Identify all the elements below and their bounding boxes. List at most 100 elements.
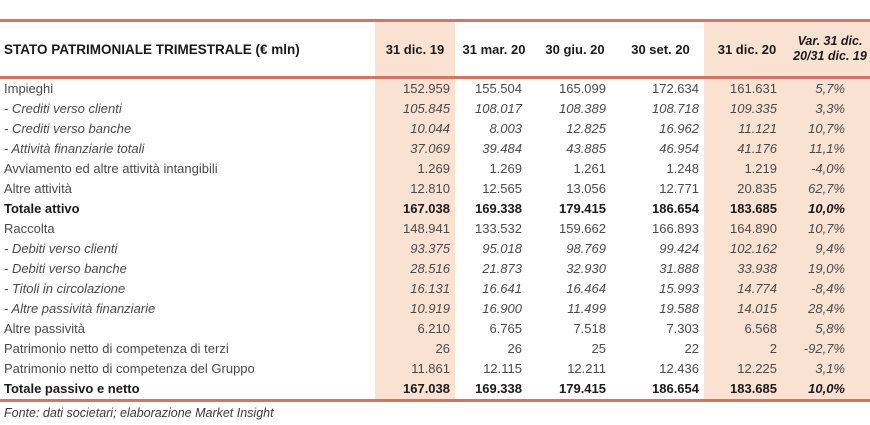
value-cell: 159.662 [559, 221, 606, 236]
value-cell: 11.499 [567, 301, 606, 316]
row-label: Avviamento ed altre attività intangibili [4, 161, 218, 176]
value-cell: 99.424 [659, 241, 699, 256]
table-body: Impieghi 152.959 155.504 165.099 172.634 161.… [0, 77, 870, 402]
value-cell: 6.765 [489, 321, 522, 336]
value-cell: 10.919 [375, 299, 455, 319]
row-label: - Attività finanziarie totali [4, 141, 145, 156]
value-cell: 1.248 [666, 161, 699, 176]
value-cell: 12.825 [566, 121, 606, 136]
value-cell: 7.303 [666, 321, 699, 336]
value-cell: 10,7% [790, 219, 870, 239]
table-row: Totale passivo e netto 167.038 169.338 179.… [0, 379, 870, 402]
value-cell: 8.003 [489, 121, 522, 136]
value-cell: 1.269 [489, 161, 522, 176]
row-label: Patrimonio netto di competenza del Grupp… [4, 361, 255, 376]
value-cell: 179.415 [533, 379, 617, 402]
value-cell: 102.162 [704, 239, 790, 259]
value-cell: 169.338 [475, 201, 522, 216]
value-cell: 12.771 [659, 181, 699, 196]
value-cell: 183.685 [704, 199, 790, 219]
value-cell: 169.338 [455, 379, 533, 402]
col-header-31-dic-19: 31 dic. 19 [375, 20, 455, 78]
value-cell: 46.954 [659, 141, 699, 156]
value-cell: 26 [507, 341, 522, 356]
value-cell: 1.261 [573, 161, 606, 176]
value-cell: 109.335 [704, 99, 790, 119]
row-label: - Debiti verso clienti [4, 241, 118, 256]
value-cell: 155.504 [475, 81, 522, 96]
value-cell: 1.219 [704, 159, 790, 179]
value-cell: 22 [684, 341, 699, 356]
value-cell: 95.018 [482, 241, 522, 256]
value-cell: 16.464 [566, 281, 606, 296]
value-cell: 10.044 [375, 119, 455, 139]
table-row: - Debiti verso banche 28.516 21.873 32.930 3… [0, 259, 870, 279]
source-note: Fonte: dati societari; elaborazione Mark… [4, 406, 274, 420]
value-cell: 10,0% [790, 379, 870, 402]
value-cell: 164.890 [704, 219, 790, 239]
value-cell: 93.375 [375, 239, 455, 259]
value-cell: 13.056 [566, 181, 606, 196]
value-cell: 33.938 [704, 259, 790, 279]
row-label: Raccolta [4, 221, 55, 236]
row-label: Altre passività [4, 321, 85, 336]
col-header-var: Var. 31 dic. 20/31 dic. 19 [790, 20, 870, 78]
value-cell: 43.885 [566, 141, 606, 156]
value-cell: 6.568 [704, 319, 790, 339]
table-row: Impieghi 152.959 155.504 165.099 172.634 161.… [0, 77, 870, 99]
value-cell: 25 [591, 341, 606, 356]
value-cell: 12.211 [567, 361, 606, 376]
value-cell: 12.565 [482, 181, 522, 196]
table-row: - Attività finanziarie totali 37.069 39.48… [0, 139, 870, 159]
row-label: Patrimonio netto di competenza di terzi [4, 341, 229, 356]
value-cell: 3,3% [790, 99, 870, 119]
value-cell: 28,4% [790, 299, 870, 319]
table-row: - Debiti verso clienti 93.375 95.018 98.769… [0, 239, 870, 259]
row-label: - Titoli in circolazione [4, 281, 126, 296]
value-cell: 21.873 [482, 261, 522, 276]
table-title: STATO PATRIMONIALE TRIMESTRALE (€ mln) [4, 41, 300, 57]
value-cell: 2 [704, 339, 790, 359]
value-cell: 108.718 [652, 101, 699, 116]
value-cell: 179.415 [559, 201, 606, 216]
value-cell: 12.810 [375, 179, 455, 199]
row-label: Altre attività [4, 181, 72, 196]
value-cell: 166.893 [652, 221, 699, 236]
value-cell: 19.588 [659, 301, 699, 316]
table-row: - Crediti verso banche 10.044 8.003 12.825 1… [0, 119, 870, 139]
value-cell: 12.436 [659, 361, 699, 376]
value-cell: 11.121 [704, 119, 790, 139]
value-cell: 5,7% [790, 77, 870, 99]
value-cell: 12.115 [483, 361, 522, 376]
table-row: - Crediti verso clienti 105.845 108.017 108… [0, 99, 870, 119]
value-cell: 7.518 [573, 321, 606, 336]
table-row: Patrimonio netto di competenza del Grupp… [0, 359, 870, 379]
value-cell: 133.532 [475, 221, 522, 236]
value-cell: 98.769 [566, 241, 606, 256]
value-cell: 3,1% [790, 359, 870, 379]
value-cell: 14.774 [704, 279, 790, 299]
value-cell: 15.993 [659, 281, 699, 296]
row-label: - Crediti verso clienti [4, 101, 122, 116]
row-label: Impieghi [4, 81, 54, 96]
value-cell: 32.930 [566, 261, 606, 276]
col-header-31-dic-20: 31 dic. 20 [704, 20, 790, 78]
value-cell: 172.634 [652, 81, 699, 96]
row-label: Totale passivo e netto [0, 379, 375, 402]
row-label: - Crediti verso banche [4, 121, 132, 136]
value-cell: 186.654 [617, 379, 704, 402]
value-cell: -8,4% [790, 279, 870, 299]
table-row: Totale attivo 167.038 169.338 179.415 186.65… [0, 199, 870, 219]
row-label: Totale attivo [4, 201, 80, 216]
row-label: - Altre passività finanziarie [4, 301, 156, 316]
value-cell: 148.941 [375, 219, 455, 239]
value-cell: 152.959 [375, 77, 455, 99]
row-label: - Debiti verso banche [4, 261, 127, 276]
value-cell: 10,7% [790, 119, 870, 139]
value-cell: 1.269 [375, 159, 455, 179]
value-cell: 9,4% [790, 239, 870, 259]
value-cell: 16.962 [659, 121, 699, 136]
value-cell: 10,0% [790, 199, 870, 219]
value-cell: 19,0% [790, 259, 870, 279]
